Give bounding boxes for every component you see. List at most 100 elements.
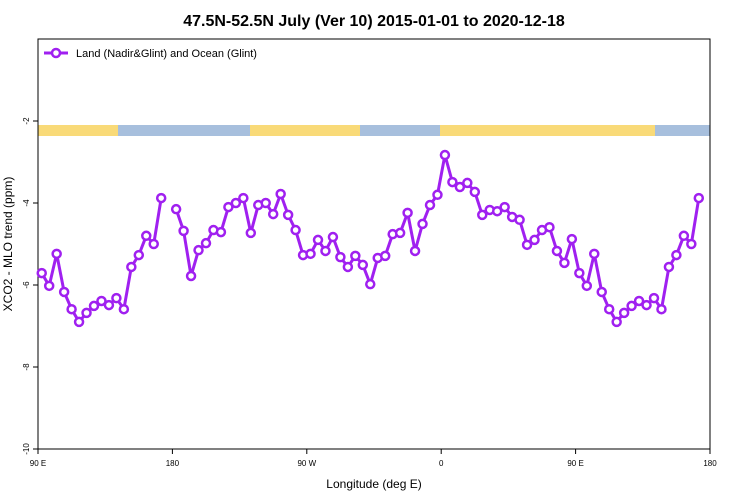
data-point bbox=[559, 257, 570, 269]
data-point bbox=[394, 227, 406, 239]
data-point bbox=[141, 230, 152, 242]
land-strip bbox=[440, 125, 655, 136]
data-point bbox=[260, 197, 271, 209]
x-tick-label: 0 bbox=[439, 459, 444, 468]
data-point bbox=[305, 248, 316, 260]
data-point bbox=[43, 280, 55, 292]
data-point bbox=[36, 267, 47, 279]
y-tick-label: -8 bbox=[22, 363, 31, 371]
surface-band bbox=[38, 125, 710, 136]
data-point bbox=[66, 303, 77, 315]
data-point bbox=[290, 224, 301, 236]
ocean-strip bbox=[655, 125, 710, 136]
data-point bbox=[96, 295, 107, 307]
data-point bbox=[73, 316, 85, 328]
data-point bbox=[693, 192, 705, 204]
data-point bbox=[215, 226, 227, 238]
land-strip bbox=[38, 125, 118, 136]
data-point bbox=[126, 261, 137, 273]
data-point bbox=[551, 245, 563, 257]
data-point bbox=[641, 299, 652, 311]
data-point bbox=[342, 261, 354, 273]
data-point bbox=[245, 227, 257, 239]
x-tick-label: 90 E bbox=[30, 459, 46, 468]
data-point bbox=[603, 303, 615, 315]
data-point bbox=[514, 214, 525, 226]
land-strip bbox=[250, 125, 360, 136]
data-point bbox=[447, 176, 458, 188]
data-point bbox=[469, 186, 481, 198]
data-point bbox=[185, 270, 197, 282]
data-point bbox=[178, 225, 189, 237]
data-point bbox=[529, 234, 540, 246]
data-point bbox=[335, 251, 346, 263]
legend: Land (Nadir&Glint) and Ocean (Glint) bbox=[44, 47, 257, 60]
x-tick-label: 180 bbox=[703, 459, 717, 468]
data-point bbox=[379, 250, 391, 262]
legend-label: Land (Nadir&Glint) and Ocean (Glint) bbox=[76, 48, 257, 60]
data-point bbox=[51, 248, 62, 260]
data-point bbox=[648, 292, 660, 304]
data-point bbox=[312, 234, 324, 246]
data-point bbox=[477, 209, 488, 221]
data-point bbox=[439, 149, 451, 161]
data-point bbox=[678, 230, 690, 242]
data-point bbox=[230, 197, 242, 209]
data-point bbox=[663, 261, 675, 273]
data-point bbox=[58, 286, 70, 298]
data-point bbox=[88, 300, 100, 312]
data-point bbox=[618, 307, 630, 319]
data-point bbox=[424, 199, 436, 211]
data-point bbox=[282, 209, 294, 221]
data-point bbox=[544, 221, 555, 233]
data-point bbox=[491, 205, 503, 217]
y-tick-label: -6 bbox=[22, 281, 31, 289]
data-point bbox=[402, 207, 413, 219]
legend-marker bbox=[50, 47, 62, 59]
ocean-strip bbox=[118, 125, 250, 136]
data-point bbox=[574, 267, 585, 279]
data-point bbox=[417, 218, 428, 230]
y-tick-label: -4 bbox=[22, 199, 31, 207]
data-point bbox=[589, 248, 600, 260]
data-point bbox=[320, 245, 331, 257]
data-point bbox=[155, 192, 167, 204]
x-tick-label: 90 W bbox=[297, 459, 316, 468]
data-point bbox=[499, 201, 510, 213]
data-point bbox=[671, 249, 682, 261]
data-point bbox=[148, 238, 159, 250]
data-point bbox=[432, 189, 443, 201]
data-point bbox=[238, 192, 249, 204]
data-point bbox=[521, 239, 533, 251]
data-point bbox=[462, 177, 473, 189]
data-point bbox=[581, 280, 593, 292]
data-point bbox=[454, 181, 466, 193]
y-axis-label: XCO2 - MLO trend (ppm) bbox=[1, 177, 15, 312]
y-tick-label: -10 bbox=[22, 443, 31, 455]
data-point bbox=[223, 201, 234, 213]
plot-frame bbox=[37, 38, 711, 450]
data-point bbox=[409, 245, 421, 257]
data-point bbox=[81, 307, 92, 319]
data-point bbox=[200, 237, 212, 249]
data-point bbox=[193, 244, 204, 256]
data-point bbox=[170, 203, 182, 215]
data-point bbox=[118, 303, 130, 315]
data-point bbox=[111, 292, 122, 304]
data-point bbox=[686, 238, 697, 250]
data-point bbox=[365, 278, 376, 290]
chart-title: 47.5N-52.5N July (Ver 10) 2015-01-01 to … bbox=[183, 13, 565, 30]
data-point bbox=[656, 303, 667, 315]
data-point bbox=[626, 300, 637, 312]
data-point bbox=[327, 231, 339, 243]
data-point bbox=[596, 286, 607, 298]
data-point bbox=[633, 295, 645, 307]
data-point bbox=[133, 249, 145, 261]
x-tick-label: 90 E bbox=[567, 459, 583, 468]
data-point bbox=[103, 299, 115, 311]
data-point bbox=[357, 259, 369, 271]
data-point bbox=[611, 316, 622, 328]
x-tick-label: 180 bbox=[166, 459, 180, 468]
data-point bbox=[350, 250, 361, 262]
